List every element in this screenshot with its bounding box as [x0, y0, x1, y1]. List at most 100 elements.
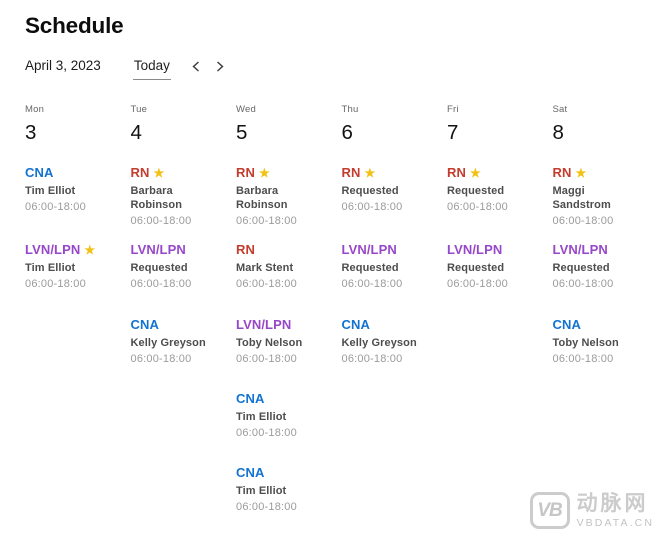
shift-time: 06:00-18:00: [236, 352, 297, 365]
prev-week-button[interactable]: [188, 57, 204, 76]
schedule-grid: Mon 3 Tue 4 Wed 5 Thu 6 Fri 7 Sat 8 CNA …: [25, 102, 658, 513]
shift-card[interactable]: RN ★ Maggi Sandstrom 06:00-18:00: [553, 164, 659, 241]
role-label: CNA: [236, 391, 265, 406]
day-date: 4: [130, 121, 142, 144]
current-date-label: April 3, 2023: [25, 58, 101, 73]
role-label: LVN/LPN: [552, 242, 608, 257]
shift-person: Barbara Robinson: [236, 185, 288, 211]
role-label: CNA: [341, 317, 370, 332]
day-date: 6: [341, 121, 353, 144]
day-header-sat: Sat 8: [553, 102, 659, 164]
role-label: CNA: [25, 165, 54, 180]
shift-person: Requested: [341, 185, 399, 197]
role-label: RN: [341, 165, 361, 180]
day-date: 7: [447, 121, 459, 144]
day-header-thu: Thu 6: [342, 102, 448, 164]
shift-card[interactable]: RN Mark Stent 06:00-18:00: [236, 241, 342, 316]
shift-person: Maggi Sandstrom: [552, 185, 611, 211]
watermark-brand-cn: 动脉网: [576, 491, 649, 515]
page-title: Schedule: [25, 13, 124, 38]
shift-person: Requested: [130, 262, 188, 274]
role-label: RN: [236, 165, 255, 180]
shift-person: Tim Elliot: [236, 485, 287, 497]
star-icon: ★: [84, 243, 96, 257]
shift-time: 06:00-18:00: [130, 277, 192, 290]
shift-time: 06:00-18:00: [341, 200, 403, 213]
shift-time: 06:00-18:00: [25, 277, 86, 290]
star-icon: ★: [153, 166, 165, 180]
day-of-week: Mon: [25, 104, 45, 115]
shift-card[interactable]: LVN/LPN Requested 06:00-18:00: [553, 241, 659, 316]
shift-card[interactable]: LVN/LPN Requested 06:00-18:00: [447, 241, 553, 316]
shift-card[interactable]: CNA Toby Nelson 06:00-18:00: [553, 316, 659, 390]
shift-card[interactable]: LVN/LPN Requested 06:00-18:00: [131, 241, 237, 316]
shift-person: Requested: [341, 262, 399, 274]
shift-card[interactable]: RN ★ Barbara Robinson 06:00-18:00: [236, 164, 342, 241]
role-label: LVN/LPN: [236, 317, 292, 332]
shift-time: 06:00-18:00: [552, 277, 614, 290]
day-header-wed: Wed 5: [236, 102, 342, 164]
shift-card[interactable]: CNA Tim Elliot 06:00-18:00: [236, 390, 342, 464]
day-of-week: Fri: [447, 104, 459, 115]
day-of-week: Thu: [341, 104, 359, 115]
day-date: 3: [25, 121, 37, 144]
day-date: 5: [236, 121, 248, 144]
day-header-mon: Mon 3: [25, 102, 131, 164]
shift-time: 06:00-18:00: [130, 352, 192, 365]
shift-time: 06:00-18:00: [447, 277, 508, 290]
shift-person: Toby Nelson: [552, 337, 619, 349]
next-week-button[interactable]: [212, 57, 228, 76]
shift-card[interactable]: LVN/LPN ★ Tim Elliot 06:00-18:00: [25, 241, 131, 316]
shift-person: Tim Elliot: [25, 262, 76, 274]
chevron-left-icon: [192, 61, 199, 72]
shift-card[interactable]: LVN/LPN Requested 06:00-18:00: [342, 241, 448, 316]
role-label: LVN/LPN: [130, 242, 186, 257]
shift-card[interactable]: LVN/LPN Toby Nelson 06:00-18:00: [236, 316, 342, 390]
shift-person: Tim Elliot: [25, 185, 76, 197]
role-label: RN: [236, 242, 255, 257]
shift-card[interactable]: RN ★ Barbara Robinson 06:00-18:00: [131, 164, 237, 241]
day-date: 8: [552, 121, 564, 144]
shift-card[interactable]: RN ★ Requested 06:00-18:00: [447, 164, 553, 241]
shift-person: Requested: [447, 185, 505, 197]
day-header-tue: Tue 4: [131, 102, 237, 164]
star-icon: ★: [575, 166, 587, 180]
shift-person: Barbara Robinson: [130, 185, 183, 211]
role-label: CNA: [236, 465, 265, 480]
star-icon: ★: [469, 166, 481, 180]
role-label: RN: [130, 165, 150, 180]
shift-card[interactable]: CNA Tim Elliot 06:00-18:00: [25, 164, 131, 241]
role-label: RN: [552, 165, 572, 180]
role-label: LVN/LPN: [25, 242, 81, 257]
shift-person: Kelly Greyson: [341, 337, 417, 349]
role-label: CNA: [130, 317, 159, 332]
shift-card[interactable]: CNA Kelly Greyson 06:00-18:00: [131, 316, 237, 390]
today-button[interactable]: Today: [132, 56, 171, 80]
shift-person: Toby Nelson: [236, 337, 303, 349]
star-icon: ★: [258, 166, 270, 180]
role-label: CNA: [552, 317, 581, 332]
shift-time: 06:00-18:00: [341, 277, 403, 290]
shift-time: 06:00-18:00: [552, 352, 614, 365]
watermark: VB 动脉网 VBDATA.CN: [529, 491, 654, 529]
shift-person: Kelly Greyson: [130, 337, 206, 349]
shift-time: 06:00-18:00: [341, 352, 403, 365]
shift-card[interactable]: RN ★ Requested 06:00-18:00: [342, 164, 448, 241]
chevron-right-icon: [216, 61, 224, 72]
shift-person: Requested: [552, 262, 610, 274]
shift-person: Tim Elliot: [236, 411, 287, 423]
shift-time: 06:00-18:00: [236, 277, 297, 290]
shift-card[interactable]: CNA Tim Elliot 06:00-18:00: [236, 464, 342, 513]
toolbar: April 3, 2023 Today: [25, 56, 660, 82]
day-of-week: Wed: [236, 104, 256, 115]
shift-time: 06:00-18:00: [236, 214, 297, 227]
day-of-week: Tue: [130, 104, 148, 115]
shift-person: Requested: [447, 262, 505, 274]
shift-time: 06:00-18:00: [236, 426, 297, 439]
shift-card[interactable]: CNA Kelly Greyson 06:00-18:00: [342, 316, 448, 390]
day-header-fri: Fri 7: [447, 102, 553, 164]
shift-time: 06:00-18:00: [236, 500, 297, 513]
role-label: LVN/LPN: [447, 242, 503, 257]
role-label: RN: [447, 165, 466, 180]
